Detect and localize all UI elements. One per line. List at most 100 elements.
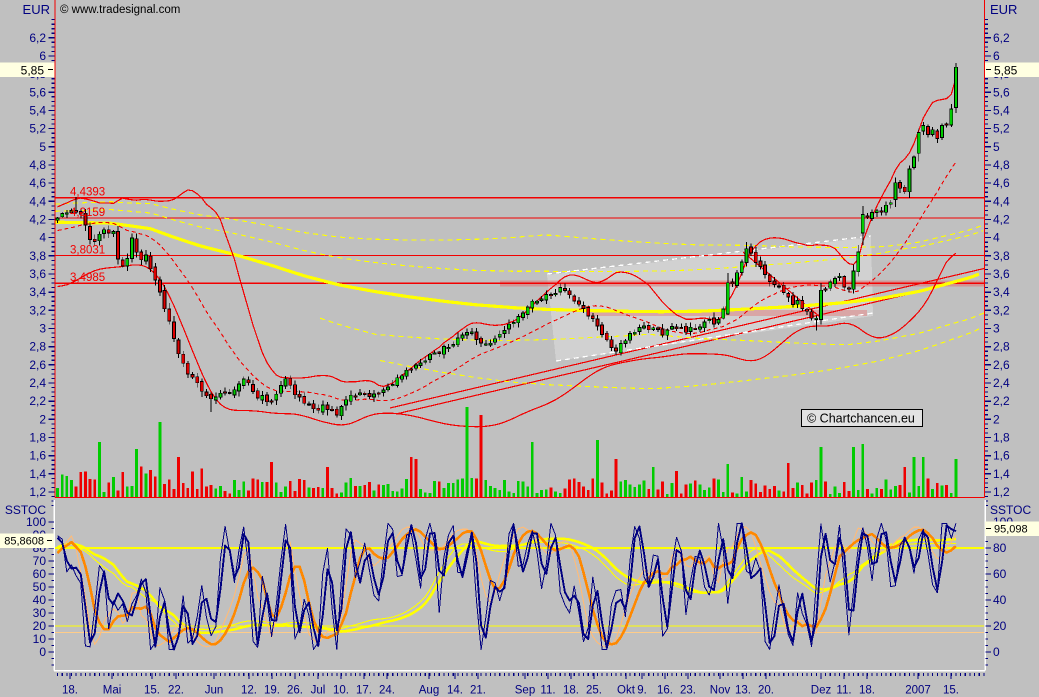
svg-text:9.: 9.	[637, 685, 647, 697]
svg-text:1,6: 1,6	[29, 449, 46, 463]
svg-text:Aug: Aug	[419, 685, 439, 697]
svg-text:3: 3	[39, 322, 46, 336]
svg-text:0: 0	[993, 645, 1000, 659]
svg-text:6: 6	[39, 49, 46, 63]
svg-text:80: 80	[993, 541, 1007, 555]
svg-text:2,8: 2,8	[993, 340, 1010, 354]
svg-text:50: 50	[33, 580, 47, 594]
svg-text:23.: 23.	[680, 685, 696, 697]
svg-text:SSTOC: SSTOC	[5, 503, 46, 517]
svg-text:3,4: 3,4	[29, 285, 46, 299]
svg-text:20: 20	[993, 619, 1007, 633]
svg-text:4,4: 4,4	[29, 194, 46, 208]
svg-text:4: 4	[39, 231, 46, 245]
svg-text:1,8: 1,8	[993, 431, 1010, 445]
svg-text:16.: 16.	[657, 685, 673, 697]
svg-text:2,2: 2,2	[993, 394, 1010, 408]
svg-text:2: 2	[993, 412, 1000, 426]
svg-text:6: 6	[993, 49, 1000, 63]
svg-text:1,6: 1,6	[993, 449, 1010, 463]
svg-text:3,2: 3,2	[993, 303, 1010, 317]
svg-text:5: 5	[39, 140, 46, 154]
svg-text:3,4: 3,4	[993, 285, 1010, 299]
svg-text:1,8: 1,8	[29, 431, 46, 445]
svg-text:1,4: 1,4	[993, 467, 1010, 481]
svg-text:0: 0	[39, 645, 46, 659]
svg-text:13.: 13.	[735, 685, 751, 697]
svg-text:Dez: Dez	[811, 685, 832, 697]
svg-text:26.: 26.	[287, 685, 303, 697]
svg-text:30: 30	[33, 606, 47, 620]
svg-text:20.: 20.	[758, 685, 774, 697]
svg-text:Okt: Okt	[617, 685, 636, 697]
svg-text:© Chartchancen.eu: © Chartchancen.eu	[807, 412, 915, 426]
svg-text:1,2: 1,2	[993, 485, 1010, 499]
svg-text:11.: 11.	[836, 685, 851, 697]
svg-text:4,8: 4,8	[993, 158, 1010, 172]
svg-text:18.: 18.	[563, 685, 579, 697]
svg-text:4,2: 4,2	[993, 213, 1010, 227]
svg-text:14.: 14.	[447, 685, 463, 697]
svg-text:5,85: 5,85	[21, 63, 45, 77]
svg-text:4,2: 4,2	[29, 213, 46, 227]
svg-text:5,6: 5,6	[29, 85, 46, 99]
svg-text:2,6: 2,6	[993, 358, 1010, 372]
svg-text:2,2: 2,2	[29, 394, 46, 408]
svg-text:15.: 15.	[943, 685, 959, 697]
svg-text:3,8: 3,8	[29, 249, 46, 263]
svg-text:EUR: EUR	[990, 2, 1017, 17]
svg-text:Jun: Jun	[205, 685, 224, 697]
svg-text:3,6: 3,6	[993, 267, 1010, 281]
svg-text:6,2: 6,2	[29, 31, 46, 45]
svg-text:18.: 18.	[859, 685, 875, 697]
svg-text:2,4: 2,4	[993, 376, 1010, 390]
svg-text:20: 20	[33, 619, 47, 633]
svg-text:10: 10	[33, 632, 47, 646]
svg-text:3,8: 3,8	[993, 249, 1010, 263]
svg-text:6,2: 6,2	[993, 31, 1010, 45]
svg-text:40: 40	[33, 593, 47, 607]
svg-text:60: 60	[33, 567, 47, 581]
svg-text:22.: 22.	[168, 685, 184, 697]
svg-text:4,6: 4,6	[993, 176, 1010, 190]
svg-text:Jul: Jul	[311, 685, 326, 697]
svg-text:12.: 12.	[241, 685, 257, 697]
svg-text:Sep: Sep	[515, 685, 535, 697]
svg-text:40: 40	[993, 593, 1007, 607]
svg-text:4,2159: 4,2159	[70, 207, 105, 219]
svg-text:100: 100	[26, 515, 46, 529]
svg-text:3,4985: 3,4985	[70, 272, 105, 284]
svg-text:5: 5	[993, 140, 1000, 154]
svg-text:Nov: Nov	[710, 685, 731, 697]
svg-text:3,6: 3,6	[29, 267, 46, 281]
svg-text:5,2: 5,2	[29, 122, 46, 136]
svg-text:10.: 10.	[333, 685, 349, 697]
svg-text:SSTOC: SSTOC	[990, 503, 1031, 517]
svg-text:Mai: Mai	[103, 685, 122, 697]
svg-text:4: 4	[993, 231, 1000, 245]
svg-text:2,6: 2,6	[29, 358, 46, 372]
svg-text:5,4: 5,4	[993, 104, 1010, 118]
svg-text:2,8: 2,8	[29, 340, 46, 354]
svg-text:11.: 11.	[540, 685, 555, 697]
svg-text:3,2: 3,2	[29, 303, 46, 317]
svg-text:18.: 18.	[62, 685, 78, 697]
svg-text:70: 70	[33, 554, 47, 568]
svg-text:24.: 24.	[379, 685, 395, 697]
svg-text:2007: 2007	[905, 685, 931, 697]
svg-text:21.: 21.	[470, 685, 486, 697]
svg-text:2: 2	[39, 412, 46, 426]
svg-text:2,4: 2,4	[29, 376, 46, 390]
svg-text:25.: 25.	[586, 685, 602, 697]
svg-text:1,4: 1,4	[29, 467, 46, 481]
svg-text:4,6: 4,6	[29, 176, 46, 190]
svg-text:4,8: 4,8	[29, 158, 46, 172]
svg-text:15.: 15.	[144, 685, 160, 697]
svg-text:5,2: 5,2	[993, 122, 1010, 136]
svg-text:3: 3	[993, 322, 1000, 336]
svg-text:5,4: 5,4	[29, 104, 46, 118]
svg-text:5,85: 5,85	[994, 63, 1018, 77]
svg-text:4,4393: 4,4393	[70, 187, 105, 199]
svg-text:3,8031: 3,8031	[70, 245, 105, 257]
svg-text:60: 60	[993, 567, 1007, 581]
